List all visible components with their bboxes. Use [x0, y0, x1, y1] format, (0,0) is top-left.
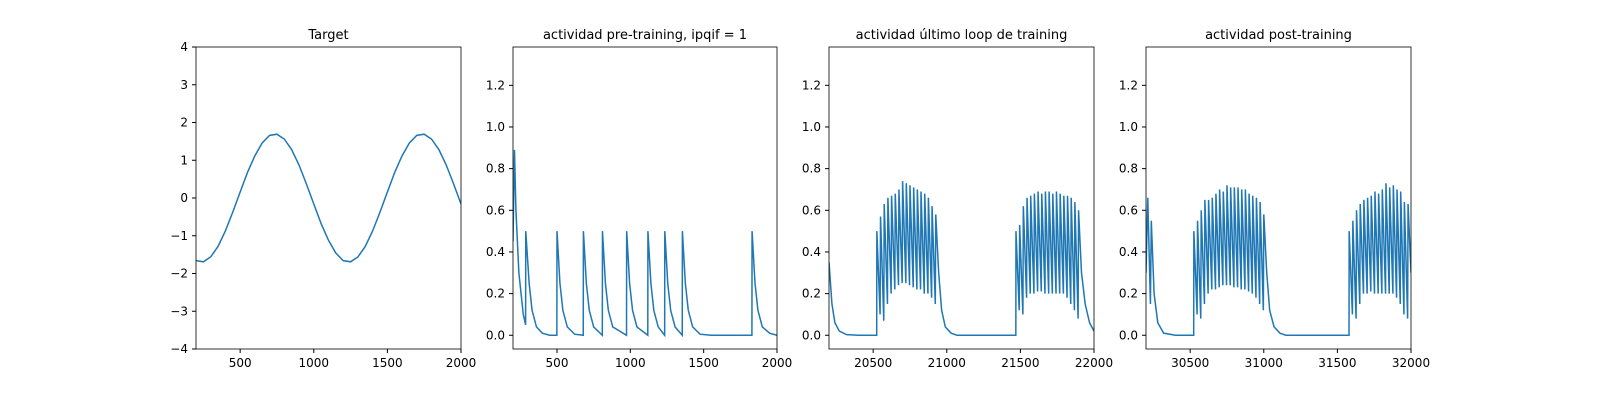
data-line [196, 133, 461, 263]
x-tick-label: 1000 [615, 356, 646, 370]
x-tick-label: 20500 [854, 356, 892, 370]
y-tick-label: 0.4 [486, 245, 505, 259]
data-line [1146, 183, 1411, 336]
x-tick-label: 30500 [1171, 356, 1209, 370]
x-tick-label: 500 [229, 356, 252, 370]
axes-frame [512, 46, 778, 350]
y-tick-label: 0.6 [802, 203, 821, 217]
x-tick-label: 21500 [1001, 356, 1039, 370]
y-tick-label: 1.2 [1119, 78, 1138, 92]
y-tick-label: −3 [170, 304, 188, 318]
x-tick-label: 1500 [688, 356, 719, 370]
y-tick-label: 4 [180, 40, 188, 54]
subplot-title: actividad pre-training, ipqif = 1 [543, 28, 747, 43]
x-tick-label: 21000 [928, 356, 966, 370]
y-tick-label: −1 [170, 229, 188, 243]
x-tick-label: 500 [546, 356, 569, 370]
x-tick-label: 1000 [299, 356, 330, 370]
x-tick-label: 31000 [1245, 356, 1283, 370]
subplot: Target 500 1000 1500 2000 −4 −3 −2 −1 0 1 2 3 4 [170, 28, 476, 370]
x-tick-label: 2000 [762, 356, 793, 370]
y-tick-label: 0.0 [1119, 328, 1138, 342]
y-tick-label: 0.8 [1119, 162, 1138, 176]
subplot: actividad post-training 30500 31000 31500 32… [1119, 28, 1430, 370]
data-line [513, 149, 777, 338]
y-tick-label: 1.0 [1119, 120, 1138, 134]
y-tick-label: 0.2 [802, 287, 821, 301]
y-tick-label: 0.4 [802, 245, 821, 259]
y-tick-label: 1.2 [486, 78, 505, 92]
axes-frame [1145, 46, 1412, 350]
y-tick-label: −4 [170, 342, 188, 356]
subplot-title: actividad post-training [1205, 28, 1352, 43]
y-tick-label: 1.2 [802, 78, 821, 92]
x-tick-label: 22000 [1075, 356, 1113, 370]
x-tick-label: 2000 [446, 356, 477, 370]
data-line [829, 181, 1094, 336]
y-tick-label: 0.8 [486, 162, 505, 176]
axes-frame [195, 46, 462, 350]
x-tick-label: 32000 [1392, 356, 1430, 370]
y-tick-label: 0.8 [802, 162, 821, 176]
y-tick-label: 0.6 [1119, 203, 1138, 217]
y-tick-label: −2 [170, 267, 188, 281]
y-tick-label: 1 [180, 153, 188, 167]
y-tick-label: 1.0 [802, 120, 821, 134]
y-tick-label: 0.4 [1119, 245, 1138, 259]
y-tick-label: 0.2 [1119, 287, 1138, 301]
y-tick-label: 0.0 [802, 328, 821, 342]
y-tick-label: 0.2 [486, 287, 505, 301]
subplot-title: actividad último loop de training [856, 28, 1068, 43]
x-tick-label: 1500 [372, 356, 403, 370]
y-tick-label: 2 [180, 116, 188, 130]
y-tick-label: 0.0 [486, 328, 505, 342]
y-tick-label: 0 [180, 191, 188, 205]
x-tick-label: 31500 [1318, 356, 1356, 370]
axes-frame [828, 46, 1095, 350]
subplot: actividad pre-training, ipqif = 1 500 1000… [486, 28, 792, 370]
y-tick-label: 1.0 [486, 120, 505, 134]
y-tick-label: 0.6 [486, 203, 505, 217]
y-tick-label: 3 [180, 78, 188, 92]
subplot-title: Target [307, 28, 348, 43]
subplot: actividad último loop de training 20500 21… [802, 28, 1113, 370]
